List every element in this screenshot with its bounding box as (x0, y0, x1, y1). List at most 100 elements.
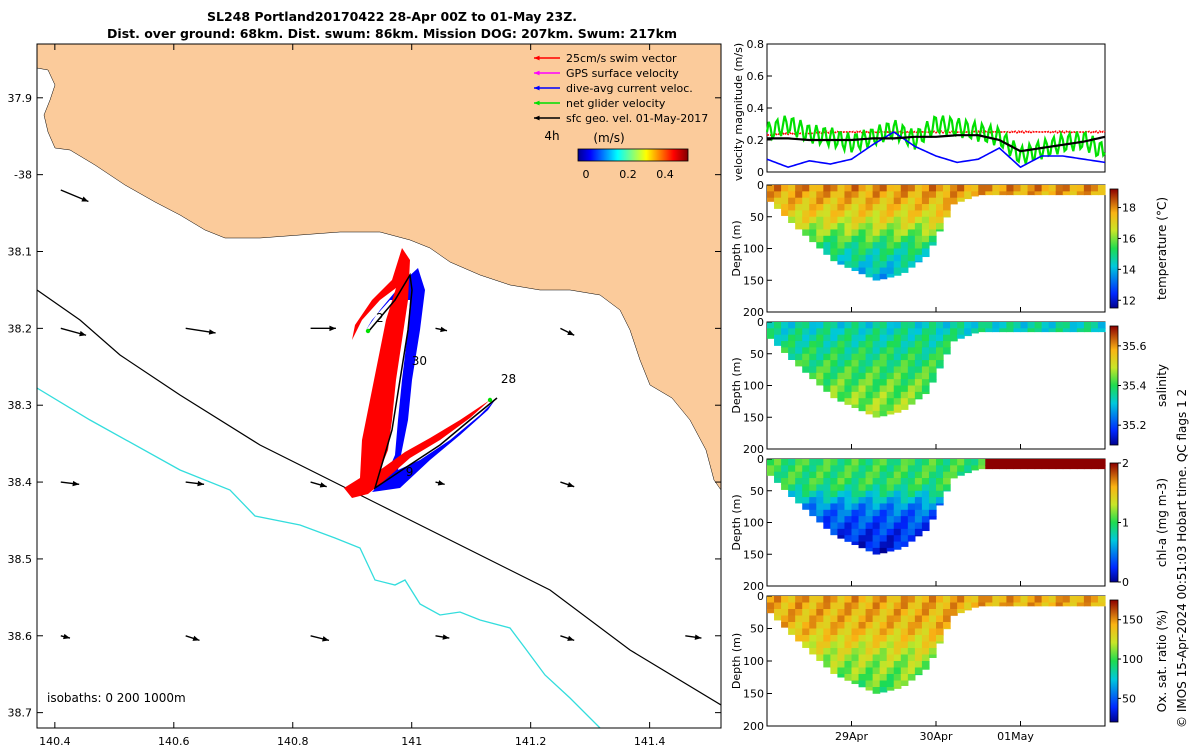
heatmap-cell (872, 328, 881, 336)
heatmap-cell (900, 191, 909, 199)
heatmap-cell (802, 641, 810, 648)
heatmap-cell (921, 191, 930, 199)
heatmap-cell (809, 503, 817, 511)
heatmap-cell (893, 191, 902, 199)
heatmap-cell (816, 242, 824, 249)
heatmap-cell (851, 385, 860, 393)
heatmap-cell (837, 322, 846, 329)
heatmap-cell (851, 609, 860, 617)
heatmap-cell (858, 674, 867, 682)
heatmap-cell (844, 654, 853, 662)
heatmap-cell (921, 635, 930, 643)
heatmap-cell (809, 641, 817, 649)
heatmap-cell (921, 609, 930, 617)
heatmap-cell (837, 465, 846, 473)
heatmap-cell (914, 648, 923, 656)
heatmap-cell (900, 242, 909, 250)
heatmap-cell (823, 484, 831, 492)
heatmap-cell (1076, 322, 1085, 329)
heatmap-cell (865, 522, 874, 530)
heatmap-cell (858, 235, 867, 243)
heatmap-cell (1076, 459, 1085, 466)
heatmap-cell (1062, 465, 1071, 470)
heatmap-cell (921, 391, 930, 395)
heatmap-cell (830, 341, 839, 348)
heatmap-cell (914, 372, 923, 380)
heatmap-cell (928, 509, 937, 517)
heatmap-cell (781, 602, 789, 610)
heatmap-cell (781, 341, 789, 348)
colorbar-tick-label: 1 (1122, 517, 1129, 530)
heatmap-cell (830, 478, 839, 485)
heatmap-cell (928, 516, 937, 520)
heatmap-cell (816, 216, 824, 224)
heatmap-cell (886, 687, 895, 691)
heatmap-cell (872, 185, 881, 192)
heatmap-cell (893, 503, 902, 511)
heatmap-cell (914, 391, 923, 399)
heatmap-cell (893, 254, 902, 262)
heatmap-cell (865, 465, 874, 473)
heatmap-cell (936, 622, 944, 630)
heatmap-cell (893, 654, 902, 662)
heatmap-cell (928, 353, 937, 361)
heatmap-cell (886, 615, 895, 623)
velocity-series-line (767, 134, 1106, 153)
dive-avg-current-swath (366, 268, 495, 492)
heatmap-cell (936, 484, 944, 492)
heatmap-cell (809, 235, 817, 243)
heatmap-cell (914, 635, 923, 643)
heatmap-cell (781, 334, 789, 342)
sfc-geo-vector-arrow (60, 189, 89, 203)
heatmap-cell (900, 322, 909, 329)
heatmap-cell (837, 648, 846, 656)
heatmap-cell (774, 334, 782, 342)
heatmap-cell (886, 667, 895, 675)
heatmap-cell (816, 366, 824, 374)
heatmap-cell (830, 471, 839, 479)
heatmap-cell (928, 372, 937, 380)
heatmap-cell (928, 503, 937, 511)
heatmap-cell (900, 341, 909, 348)
heatmap-cell (858, 596, 867, 604)
heatmap-cell (872, 341, 881, 348)
heatmap-cell (907, 609, 916, 617)
heatmap-cell (844, 622, 853, 630)
heatmap-cell (950, 197, 958, 205)
heatmap-cell (1069, 328, 1078, 333)
heatmap-cell (844, 516, 853, 524)
heatmap-cell (851, 223, 860, 231)
velocity-ylabel: velocity magnitude (m/s) (732, 43, 745, 181)
heatmap-cell (921, 372, 930, 380)
heatmap-cell (900, 635, 909, 643)
heatmap-cell (865, 687, 874, 691)
heatmap-cell (879, 334, 888, 342)
heatmap-cell (921, 661, 930, 669)
heatmap-cell (851, 497, 860, 505)
heatmap-cell (851, 535, 860, 543)
heatmap-cell (858, 465, 867, 473)
heatmap-cell (851, 185, 860, 192)
track-point (487, 397, 493, 403)
heatmap-cell (830, 596, 839, 604)
heatmap-cell (893, 223, 902, 231)
heatmap-cell (921, 328, 930, 336)
heatmap-cell (893, 328, 902, 336)
heatmap-cell (879, 615, 888, 623)
heatmap-cell (893, 667, 902, 675)
heatmap-cell (774, 471, 782, 479)
heatmap-cell (872, 478, 881, 485)
heatmap-cell (851, 654, 860, 662)
heatmap-cell (844, 235, 853, 243)
heatmap-cell (844, 609, 853, 617)
heatmap-cell (837, 191, 846, 199)
heatmap-cell (900, 398, 909, 406)
heatmap-cell (872, 674, 881, 682)
heatmap-cell (879, 404, 888, 412)
heatmap-cell (865, 216, 874, 224)
heatmap-cell (837, 661, 846, 669)
y-tick-label: 150 (743, 411, 764, 424)
heatmap-cell (893, 615, 902, 623)
heatmap-cell (971, 322, 979, 329)
